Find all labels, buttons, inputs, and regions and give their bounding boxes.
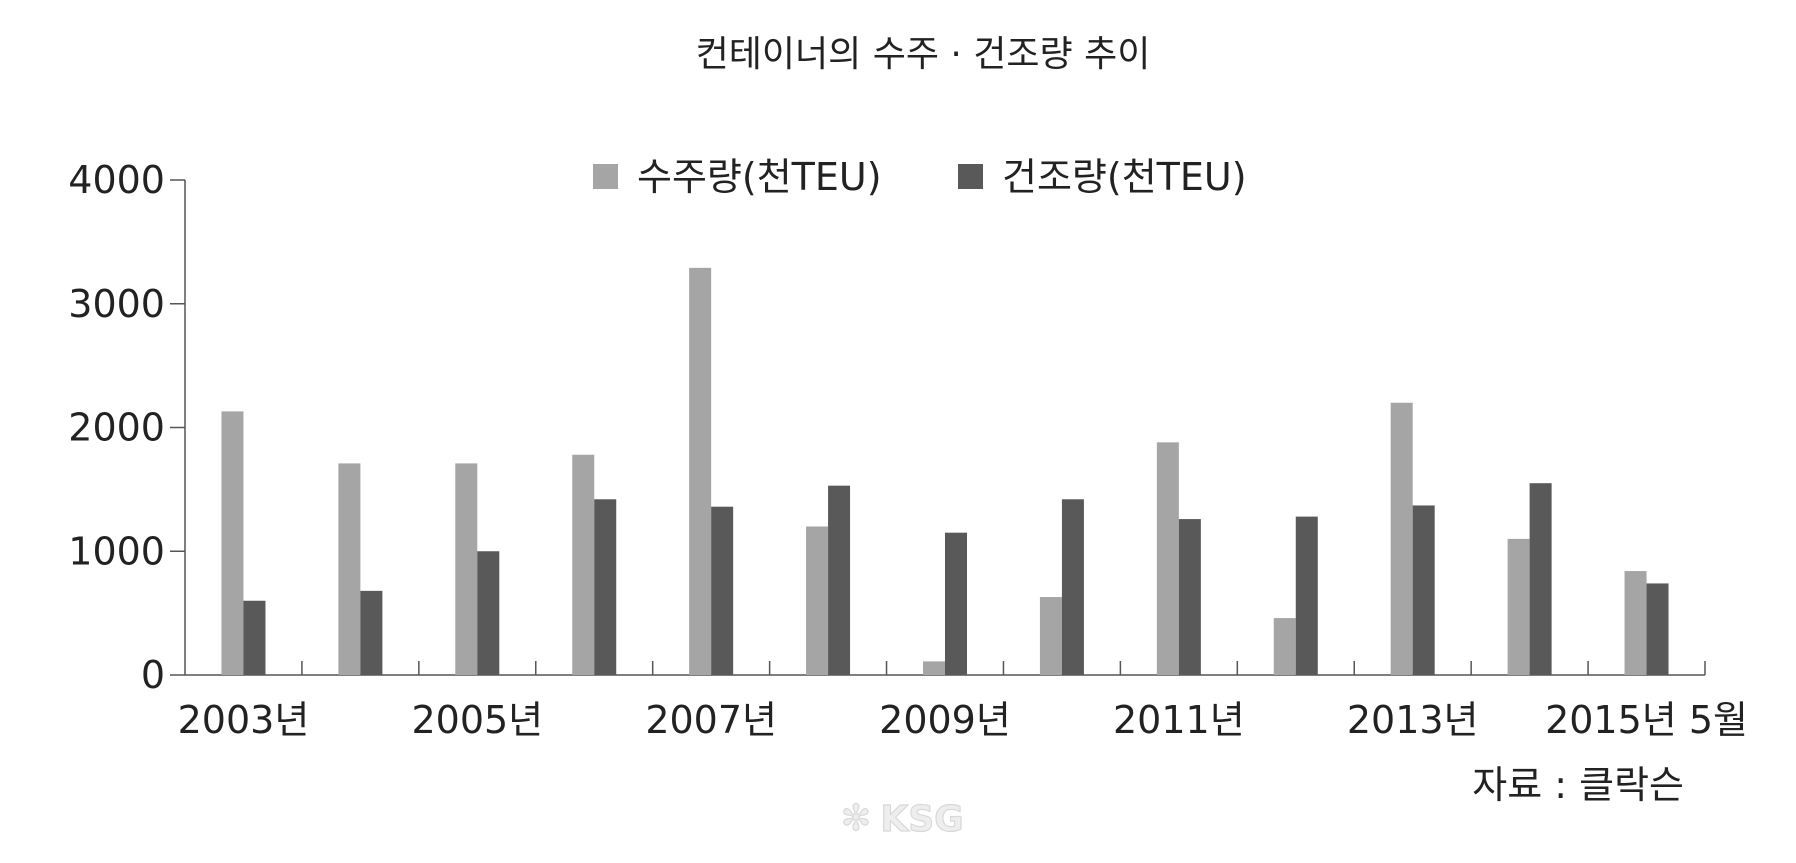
bar-built-2012	[1295, 516, 1318, 675]
bar-built-2005	[477, 551, 500, 675]
y-tick-label: 4000	[68, 158, 165, 202]
bar-orders-2014	[1507, 538, 1530, 675]
bar-orders-2012	[1273, 618, 1296, 675]
chart-title: 컨테이너의 수주 · 건조량 추이	[696, 34, 1151, 75]
bar-built-2010	[1061, 499, 1084, 675]
legend: 수주량(천TEU) 건조량(천TEU)	[593, 155, 1247, 199]
x-tick-label: 2015년 5월	[1545, 698, 1748, 742]
watermark-logo: ✻ KSG	[840, 797, 964, 840]
legend-swatch-orders	[593, 164, 618, 189]
plot-area: 0 1000 2000 3000 4000 2003년 2005년 2007년 2009년 201…	[68, 158, 1748, 742]
bar-orders-2004	[338, 463, 361, 675]
bar-orders-2009	[923, 661, 945, 675]
legend-swatch-built	[958, 164, 983, 189]
watermark-star-icon: ✻	[841, 798, 871, 839]
x-tick-label: 2007년	[645, 698, 777, 742]
x-tick-label: 2005년	[411, 698, 543, 742]
bar-built-2009	[945, 532, 967, 675]
bar-orders-2008	[806, 526, 829, 675]
bar-orders-2013	[1390, 402, 1413, 675]
bar-orders-2003	[221, 411, 244, 675]
bar-orders-2015.5	[1624, 571, 1647, 675]
bar-built-2015.5	[1646, 583, 1669, 675]
watermark-text: KSG	[880, 799, 963, 840]
bar-built-2006	[594, 499, 617, 675]
y-tick-label: 1000	[68, 529, 165, 573]
bar-orders-2005	[455, 463, 478, 675]
x-tick-label: 2009년	[879, 698, 1011, 742]
legend-label-built: 건조량(천TEU)	[1002, 155, 1247, 199]
legend-label-orders: 수주량(천TEU)	[637, 155, 882, 199]
x-tick-label: 2003년	[178, 698, 310, 742]
y-tick-label: 2000	[68, 406, 165, 450]
bar-built-2004	[360, 590, 383, 675]
bar-built-2007	[711, 506, 734, 675]
bar-built-2008	[828, 485, 851, 675]
bar-built-2003	[243, 600, 266, 675]
y-tick-label: 0	[141, 653, 165, 697]
bar-orders-2010	[1039, 597, 1062, 675]
y-tick-label: 3000	[68, 282, 165, 326]
bar-orders-2011	[1156, 442, 1179, 675]
bar-built-2013	[1412, 505, 1435, 675]
x-tick-label: 2013년	[1347, 698, 1479, 742]
bar-orders-2007	[689, 267, 712, 675]
source-note: 자료 : 클락슨	[1472, 763, 1684, 807]
bar-built-2011	[1178, 519, 1201, 675]
x-tick-label: 2011년	[1113, 698, 1245, 742]
bar-orders-2006	[572, 454, 595, 675]
bar-built-2014	[1529, 483, 1552, 675]
